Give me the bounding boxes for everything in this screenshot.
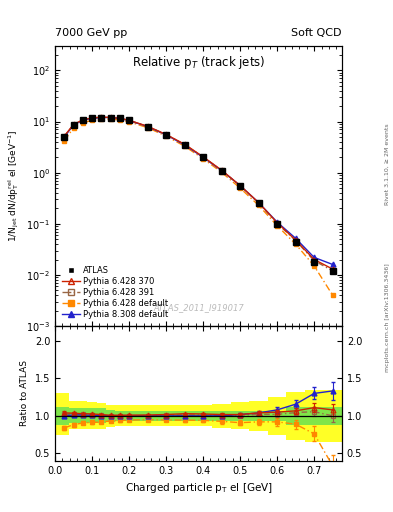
Text: 7000 GeV pp: 7000 GeV pp: [55, 28, 127, 38]
Text: Soft QCD: Soft QCD: [292, 28, 342, 38]
Legend: ATLAS, Pythia 6.428 370, Pythia 6.428 391, Pythia 6.428 default, Pythia 8.308 de: ATLAS, Pythia 6.428 370, Pythia 6.428 39…: [59, 264, 171, 322]
Text: mcplots.cern.ch [arXiv:1306.3436]: mcplots.cern.ch [arXiv:1306.3436]: [385, 263, 389, 372]
Text: Rivet 3.1.10, ≥ 2M events: Rivet 3.1.10, ≥ 2M events: [385, 123, 389, 205]
Text: Relative p$_{T}$ (track jets): Relative p$_{T}$ (track jets): [132, 54, 265, 72]
X-axis label: Charged particle p$_{\rm T}$ el [GeV]: Charged particle p$_{\rm T}$ el [GeV]: [125, 481, 272, 495]
Text: ATLAS_2011_I919017: ATLAS_2011_I919017: [153, 303, 244, 312]
Y-axis label: 1/N$_{\rm jet}$ dN/dp$_{\rm T}^{\rm rel}$ el [GeV$^{-1}$]: 1/N$_{\rm jet}$ dN/dp$_{\rm T}^{\rm rel}…: [6, 130, 20, 242]
Y-axis label: Ratio to ATLAS: Ratio to ATLAS: [20, 360, 29, 426]
